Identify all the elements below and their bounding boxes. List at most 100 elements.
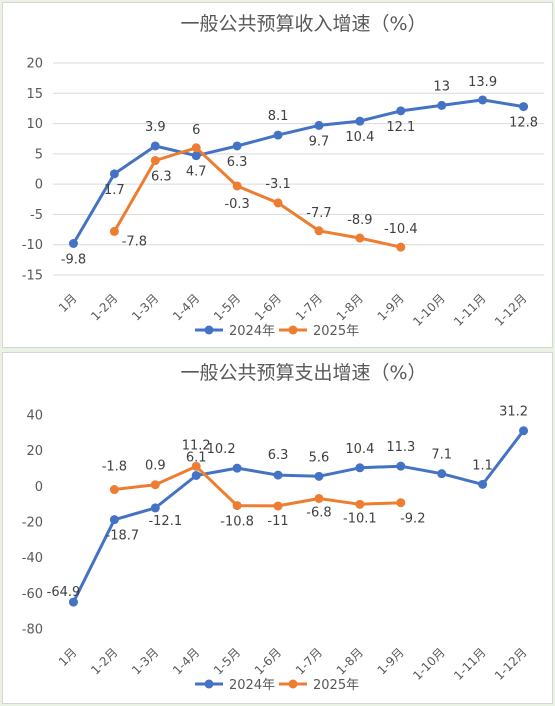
x-tick-label: 1-9月 xyxy=(375,645,407,677)
data-point xyxy=(232,463,242,473)
x-tick-label: 1-3月 xyxy=(129,645,161,677)
series-line-2025年 xyxy=(112,146,403,249)
data-label: 10.4 xyxy=(345,130,374,145)
data-point xyxy=(109,226,119,236)
data-point xyxy=(396,242,406,252)
data-point xyxy=(150,480,160,490)
y-tick-label: 20 xyxy=(26,444,43,459)
data-label: 5.6 xyxy=(309,450,330,465)
data-label: -0.3 xyxy=(224,197,249,212)
data-label: 9.7 xyxy=(309,134,330,149)
data-point xyxy=(314,493,324,503)
y-tick-label: -60 xyxy=(22,587,43,602)
data-label: 12.1 xyxy=(386,120,415,135)
data-point xyxy=(437,469,447,479)
data-point xyxy=(314,226,324,236)
series-line-2024年 xyxy=(72,98,525,245)
data-point xyxy=(396,461,406,471)
y-tick-label: 15 xyxy=(26,87,43,102)
data-point xyxy=(273,198,283,208)
data-label: -10.1 xyxy=(343,511,377,526)
data-label: 6.1 xyxy=(186,450,207,465)
data-label: 1.7 xyxy=(104,183,125,198)
y-tick-label: 0 xyxy=(35,178,43,193)
data-point xyxy=(109,169,119,179)
data-point xyxy=(68,597,78,607)
data-label: -8.9 xyxy=(347,213,372,228)
x-tick-label: 1-4月 xyxy=(170,291,202,323)
data-label: 1.1 xyxy=(472,458,493,473)
y-tick-label: -80 xyxy=(22,623,43,638)
data-point xyxy=(273,501,283,511)
legend-marker xyxy=(204,325,214,335)
y-tick-label: -5 xyxy=(30,208,43,223)
data-point xyxy=(519,102,529,112)
data-label: 10.4 xyxy=(345,442,374,457)
data-label: 6 xyxy=(192,123,200,138)
data-point xyxy=(273,130,283,140)
data-label: 8.1 xyxy=(268,109,289,124)
x-tick-label: 1月 xyxy=(56,645,80,669)
data-label: 6.3 xyxy=(227,155,248,170)
data-point xyxy=(437,100,447,110)
data-label: 11.3 xyxy=(386,440,415,455)
legend-label: 2025年 xyxy=(313,324,359,339)
data-point xyxy=(150,141,160,151)
x-tick-label: 1-8月 xyxy=(334,645,366,677)
data-point xyxy=(478,95,488,105)
data-label: 12.8 xyxy=(509,116,538,131)
data-label: -7.7 xyxy=(306,206,331,221)
chart-title: 一般公共预算收入增速（%） xyxy=(180,13,426,35)
data-point xyxy=(519,426,529,436)
data-label: -9.8 xyxy=(61,253,86,268)
y-tick-label: -10 xyxy=(22,238,43,253)
data-label: -10.4 xyxy=(384,222,418,237)
data-point xyxy=(355,116,365,126)
series-line-2025年 xyxy=(112,464,403,508)
y-tick-label: 10 xyxy=(26,117,43,132)
data-label: 0.9 xyxy=(145,459,166,474)
chart-title: 一般公共预算支出增速（%） xyxy=(180,362,426,384)
y-tick-label: 0 xyxy=(35,480,43,495)
expenditure-chart: 一般公共预算支出增速（%） 40 20 0 -20 -40 -60 -80 1月 1-2月 1-3月… xyxy=(22,362,530,693)
data-label: 4.7 xyxy=(186,165,207,180)
legend-label: 2024年 xyxy=(229,324,275,339)
data-point xyxy=(355,233,365,243)
x-tick-label: 1-9月 xyxy=(375,291,407,323)
y-tick-label: -15 xyxy=(22,269,43,284)
data-point xyxy=(109,485,119,495)
x-tick-label: 1-10月 xyxy=(410,645,448,683)
x-tick-label: 1-3月 xyxy=(129,291,161,323)
legend-marker xyxy=(288,325,298,335)
data-point xyxy=(232,501,242,511)
data-point xyxy=(355,463,365,473)
data-point xyxy=(314,471,324,481)
data-label: 6.3 xyxy=(151,170,172,185)
series-line-2024年 xyxy=(72,429,525,604)
y-tick-label: -20 xyxy=(22,516,43,531)
data-label: -12.1 xyxy=(148,514,182,529)
x-tick-label: 1-12月 xyxy=(492,645,530,683)
x-tick-label: 1-11月 xyxy=(451,645,489,683)
x-tick-label: 1-6月 xyxy=(252,291,284,323)
x-tick-label: 1月 xyxy=(56,291,80,315)
data-point xyxy=(396,106,406,116)
data-point xyxy=(355,499,365,509)
data-point xyxy=(150,156,160,166)
data-label: -9.2 xyxy=(400,512,425,527)
x-tick-label: 1-2月 xyxy=(88,291,120,323)
x-tick-label: 1-5月 xyxy=(211,645,243,677)
revenue-chart-panel: 一般公共预算收入增速（%） 20 15 10 5 0 -5 -10 -15 1月 1-2月 1-3月 1… xyxy=(2,2,553,348)
data-point xyxy=(273,470,283,480)
expenditure-chart-panel: 一般公共预算支出增速（%） 40 20 0 -20 -40 -60 -80 1月 1-2月 1-3月… xyxy=(2,352,553,704)
data-label: -7.8 xyxy=(122,234,147,249)
y-tick-label: 20 xyxy=(26,57,43,72)
legend-marker xyxy=(288,679,298,689)
x-tick-label: 1-8月 xyxy=(334,291,366,323)
legend-marker xyxy=(204,679,214,689)
data-point xyxy=(68,239,78,249)
y-tick-label: 5 xyxy=(35,147,43,162)
revenue-chart: 一般公共预算收入增速（%） 20 15 10 5 0 -5 -10 -15 1月 1-2月 1-3月 1… xyxy=(22,13,544,339)
data-label: 7.1 xyxy=(431,448,452,463)
legend-label: 2024年 xyxy=(229,678,275,693)
